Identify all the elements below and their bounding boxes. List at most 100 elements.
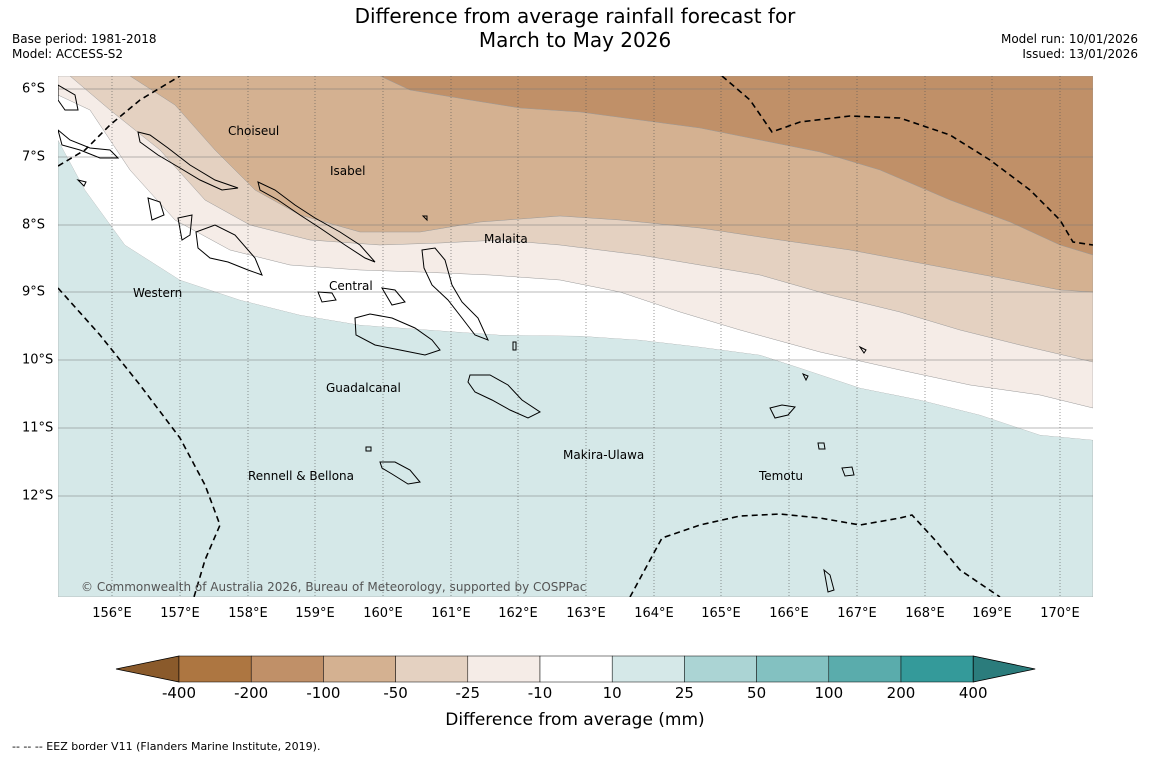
longitude-label: 165°E [701,606,741,621]
colorbar-extend-high [972,655,1036,683]
region-label: Guadalcanal [326,381,401,395]
colorbar-tick-label: 200 [886,684,916,702]
region-label: Rennell & Bellona [248,469,355,483]
colorbar-segment [684,655,757,683]
colorbar-tick-label: 100 [814,684,844,702]
region-label: Temotu [759,469,804,483]
colorbar-title: Difference from average (mm) [445,710,705,730]
latitude-label: 10°S [22,352,54,368]
colorbar-tick-label: 50 [747,684,767,702]
island-utupua [817,442,826,450]
colorbar-tick-label: -400 [161,684,197,702]
island-makira [467,374,541,419]
latitude-label: 11°S [22,420,54,436]
longitude-label: 164°E [634,606,674,621]
longitude-label: 161°E [431,606,471,621]
longitude-label: 157°E [160,606,200,621]
colorbar-segment [467,655,541,683]
island-vella [147,197,165,221]
model-run: Model run: 10/01/2026 [1000,32,1138,46]
island-small-2 [823,568,835,593]
longitude-label: 159°E [295,606,335,621]
colorbar-segment [900,655,974,683]
colorbar-tick-label: 25 [674,684,694,702]
colorbar-segment [828,655,902,683]
island-duff [801,373,809,382]
latitude-label: 12°S [22,488,54,504]
longitude-label: 163°E [566,606,606,621]
colorbar-segment [323,655,396,683]
region-label: Central [329,279,373,293]
longitude-label: 156°E [92,606,132,621]
island-santa-cruz [769,404,796,419]
longitude-label: 158°E [228,606,268,621]
island-malaita [421,247,489,341]
colorbar-segment [395,655,469,683]
title-line-1: Difference from average rainfall forecas… [354,4,796,28]
meta-right: Model run: 10/01/2026 Issued: 13/01/2026 [1001,32,1138,62]
latitude-label: 8°S [22,217,46,233]
longitude-label: 160°E [363,606,403,621]
eez-north-east [721,76,1093,246]
colorbar [115,655,1036,683]
longitude-label: 166°E [769,606,809,621]
island-small-1 [858,345,867,354]
island-vanikoro [841,466,855,477]
latitude-lines [58,88,1093,497]
colorbar-extend-low [115,655,180,683]
map-area [58,76,1093,597]
island-small-6 [421,215,428,222]
band-neg200-neg100 [379,76,1093,256]
eez-legend: -- -- -- EEZ border V11 (Flanders Marine… [12,740,321,753]
longitude-label: 170°E [1040,606,1080,621]
coastlines [58,84,867,593]
island-guadalcanal [354,313,441,356]
latitude-label: 7°S [22,149,46,165]
colorbar-tick-label: -25 [455,684,481,702]
region-label: Choiseul [228,124,280,138]
island-small-5 [76,179,87,187]
colorbar-segment [756,655,830,683]
region-label: Western [133,286,183,300]
island-central [317,287,406,306]
map-title: Difference from average rainfall forecas… [0,4,1150,52]
eez-borders [58,76,1093,597]
region-label: Makira-Ulawa [563,448,645,462]
longitude-label: 167°E [837,606,877,621]
region-label: Isabel [330,164,366,178]
colorbar-tick-label: -200 [234,684,269,702]
latitude-label: 9°S [22,284,46,300]
colorbar-segment [539,655,613,683]
colorbar-tick-label: 400 [958,684,988,702]
eez-south-west [58,287,221,597]
base-period: Base period: 1981-2018 [12,32,157,46]
colorbar-segment [250,655,324,683]
island-bellona [365,446,372,452]
meta-left: Base period: 1981-2018 Model: ACCESS-S2 [12,32,157,62]
colorbar-tick-label: -50 [383,684,408,702]
eez-north-west [58,76,181,167]
colorbar-tick-label: 10 [602,684,622,702]
colorbar-tick-label: -10 [527,684,553,702]
longitude-label: 169°E [972,606,1012,621]
island-small-3 [512,341,517,351]
region-label: Malaita [484,232,528,246]
colorbar-segment [178,655,252,683]
island-shortland [58,129,120,159]
title-line-2: March to May 2026 [478,28,672,52]
island-small-4 [58,84,79,111]
colorbar-tick-label: -100 [306,684,341,702]
copyright: © Commonwealth of Australia 2026, Bureau… [81,580,587,594]
longitude-label: 162°E [498,606,538,621]
island-choiseul [137,131,239,191]
model-name: Model: ACCESS-S2 [12,47,124,61]
island-new-georgia [177,214,263,276]
colorbar-segment [611,655,685,683]
eez-south-east [629,513,1001,597]
island-rennell [379,461,421,485]
island-isabel [257,181,376,263]
latitude-label: 6°S [22,81,46,97]
issued-date: Issued: 13/01/2026 [1022,47,1138,61]
longitude-label: 168°E [905,606,945,621]
